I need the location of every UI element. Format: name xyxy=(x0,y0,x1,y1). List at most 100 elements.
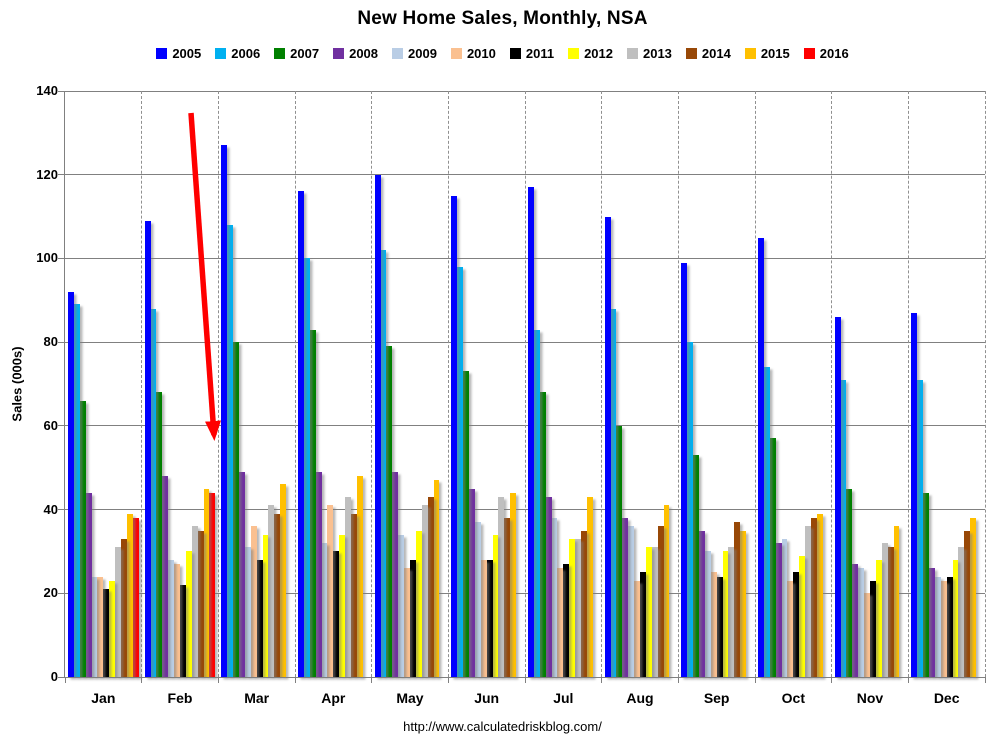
legend-swatch-2007 xyxy=(274,48,286,59)
bar-2015-nov xyxy=(893,526,900,677)
legend-label-2014: 2014 xyxy=(701,46,731,61)
bar-group-feb xyxy=(142,91,219,677)
bar-2012-sep xyxy=(722,551,729,677)
legend-item-2010: 2010 xyxy=(450,46,496,61)
legend-swatch-2005 xyxy=(156,48,168,59)
category-separator-11 xyxy=(907,91,909,677)
bar-group-mar xyxy=(218,91,295,677)
legend-swatch-2011 xyxy=(509,48,521,59)
bar-2009-oct xyxy=(781,538,788,677)
category-separator-2 xyxy=(217,91,219,677)
bar-2008-sep xyxy=(699,530,705,677)
bar-2007-apr xyxy=(309,329,316,677)
y-tick-label-120: 120 xyxy=(36,166,58,182)
bar-2012-nov xyxy=(875,559,882,677)
bar-2008-dec xyxy=(929,568,935,677)
bar-2006-dec xyxy=(917,379,924,677)
bar-2013-may xyxy=(421,505,428,677)
x-tick-label-oct: Oct xyxy=(781,690,805,706)
y-tick-label-0: 0 xyxy=(50,669,58,684)
legend-item-2013: 2013 xyxy=(626,46,672,61)
x-tick-mark-0 xyxy=(64,677,66,683)
bar-2015-mar xyxy=(280,484,287,677)
bar-2008-nov xyxy=(852,564,859,677)
legend-label-2005: 2005 xyxy=(172,46,202,61)
bar-2012-jun xyxy=(492,534,499,677)
bar-2007-aug xyxy=(616,425,623,677)
bar-2011-apr xyxy=(333,551,340,677)
bar-2008-mar xyxy=(239,471,245,677)
bar-2010-sep xyxy=(710,572,717,677)
legend-label-2012: 2012 xyxy=(584,46,613,61)
bar-2005-aug xyxy=(604,216,611,677)
bar-2009-apr xyxy=(321,543,328,677)
bar-group-jun xyxy=(448,91,525,677)
bar-2014-apr xyxy=(351,513,357,677)
x-tick-label-nov: Nov xyxy=(856,690,884,706)
bar-2010-mar xyxy=(250,526,257,677)
legend-swatch-2009 xyxy=(392,48,404,59)
legend-item-2014: 2014 xyxy=(685,46,731,61)
bar-2012-aug xyxy=(645,547,652,677)
legend-label-2010: 2010 xyxy=(466,46,496,61)
bar-2011-jul xyxy=(563,564,570,677)
x-tick-label-may: May xyxy=(396,690,424,706)
bar-2006-jan xyxy=(73,304,80,677)
y-tick-mark-40 xyxy=(58,509,64,511)
bar-2011-jun xyxy=(486,559,493,677)
y-tick-mark-140 xyxy=(58,90,64,92)
bar-2008-apr xyxy=(315,471,322,677)
bar-group-may xyxy=(372,91,449,677)
legend-item-2007: 2007 xyxy=(274,46,319,61)
bar-2012-feb xyxy=(185,551,192,677)
footer-url: http://www.calculatedriskblog.com/ xyxy=(403,719,602,734)
category-separator-10 xyxy=(831,91,833,677)
bar-2009-nov xyxy=(858,568,865,677)
x-tick-mark-3 xyxy=(294,677,296,683)
category-separator-1 xyxy=(141,91,143,677)
x-tick-mark-11 xyxy=(907,677,909,683)
bar-2014-jul xyxy=(581,530,587,677)
bar-2007-may xyxy=(386,346,393,677)
bar-2010-aug xyxy=(634,580,640,677)
legend-item-2012: 2012 xyxy=(568,46,613,61)
bar-2007-sep xyxy=(693,455,699,677)
y-tick-mark-120 xyxy=(58,174,64,176)
bar-2006-may xyxy=(380,250,387,677)
bar-group-apr xyxy=(295,91,372,677)
bar-2014-jan xyxy=(121,538,127,677)
x-tick-mark-9 xyxy=(754,677,756,683)
bar-2009-jun xyxy=(474,522,481,677)
x-tick-mark-1 xyxy=(141,677,143,683)
bar-2013-mar xyxy=(268,505,275,677)
legend-label-2008: 2008 xyxy=(349,46,379,61)
bar-2007-jan xyxy=(79,400,86,677)
x-tick-mark-4 xyxy=(371,677,373,683)
y-tick-mark-80 xyxy=(58,341,64,343)
bar-2006-jun xyxy=(457,266,464,677)
bar-2011-sep xyxy=(716,576,723,677)
bar-2005-dec xyxy=(911,312,918,677)
bar-2015-may xyxy=(433,480,440,677)
legend-swatch-2015 xyxy=(744,48,756,59)
bar-2006-aug xyxy=(610,308,617,677)
bar-2009-aug xyxy=(628,526,635,677)
plot-area xyxy=(65,90,986,678)
bar-2005-may xyxy=(374,174,381,677)
y-tick-mark-100 xyxy=(58,257,64,259)
bar-2009-sep xyxy=(704,551,711,677)
bar-2011-jan xyxy=(103,589,110,677)
bar-2013-aug xyxy=(651,547,658,677)
bar-2006-jul xyxy=(533,329,540,677)
bar-2012-jul xyxy=(569,538,576,677)
bar-2010-apr xyxy=(327,505,334,677)
y-tick-label-20: 20 xyxy=(43,585,58,601)
bar-2010-oct xyxy=(787,580,794,677)
bar-2016-jan xyxy=(132,517,139,677)
bar-2010-jul xyxy=(557,568,564,677)
legend: 2005 2006 2007 2008 2009 2010 2011 2012 2013 2014… xyxy=(0,46,1005,61)
bar-2005-oct xyxy=(758,237,764,677)
bar-2014-oct xyxy=(811,517,817,677)
bar-2014-mar xyxy=(274,513,281,677)
bar-2013-oct xyxy=(805,526,812,677)
